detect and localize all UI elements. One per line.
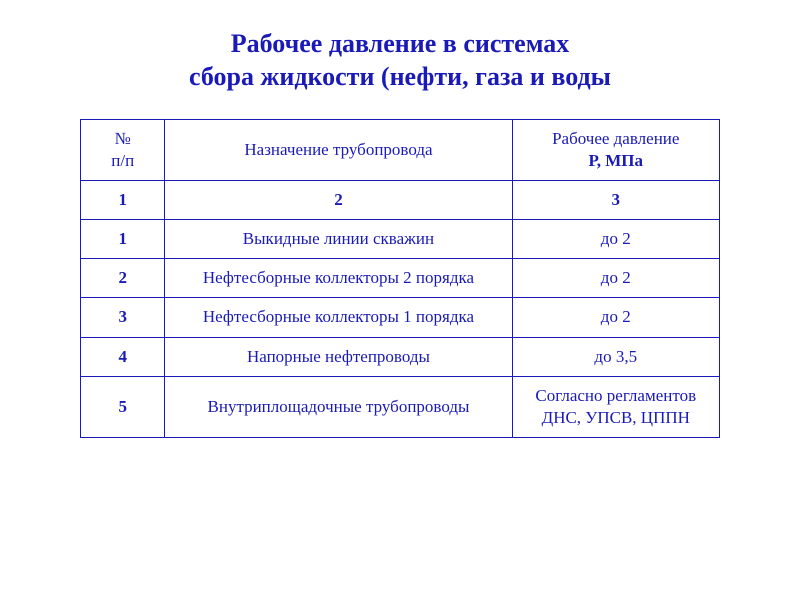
title-line-2: сбора жидкости (нефти, газа и воды <box>189 62 611 91</box>
page: Рабочее давление в системах сбора жидкос… <box>0 0 800 600</box>
table-row: 1 Выкидные линии скважин до 2 <box>81 220 720 259</box>
header-col-number: № п/п <box>81 120 165 181</box>
header-press-l1: Рабочее давление <box>552 129 679 148</box>
title-line-1: Рабочее давление в системах <box>231 29 570 58</box>
subheader-2: 2 <box>165 181 512 220</box>
row-num: 1 <box>81 220 165 259</box>
row-name: Нефтесборные коллекторы 2 порядка <box>165 259 512 298</box>
row-pressure: до 2 <box>512 298 720 337</box>
header-num-l1: № <box>115 129 131 148</box>
row-num: 4 <box>81 337 165 376</box>
row-pressure: Согласно регламентов ДНС, УПСВ, ЦППН <box>512 376 720 437</box>
header-col-pressure: Рабочее давление Р, МПа <box>512 120 720 181</box>
subheader-1: 1 <box>81 181 165 220</box>
row-name: Выкидные линии скважин <box>165 220 512 259</box>
row-pressure: до 3,5 <box>512 337 720 376</box>
header-press-l2: Р, МПа <box>588 151 643 170</box>
row-name: Нефтесборные коллекторы 1 порядка <box>165 298 512 337</box>
table-row: 5 Внутриплощадочные трубопроводы Согласн… <box>81 376 720 437</box>
table-row: 4 Напорные нефтепроводы до 3,5 <box>81 337 720 376</box>
pressure-table: № п/п Назначение трубопровода Рабочее да… <box>80 119 720 438</box>
row-name: Напорные нефтепроводы <box>165 337 512 376</box>
row-pressure: до 2 <box>512 220 720 259</box>
table-row: 3 Нефтесборные коллекторы 1 порядка до 2 <box>81 298 720 337</box>
table-row: 2 Нефтесборные коллекторы 2 порядка до 2 <box>81 259 720 298</box>
row-name: Внутриплощадочные трубопроводы <box>165 376 512 437</box>
header-col-name: Назначение трубопровода <box>165 120 512 181</box>
header-num-l2: п/п <box>111 151 134 170</box>
row-num: 3 <box>81 298 165 337</box>
row-pressure: до 2 <box>512 259 720 298</box>
row-num: 5 <box>81 376 165 437</box>
subheader-3: 3 <box>512 181 720 220</box>
row-num: 2 <box>81 259 165 298</box>
table-subheader-row: 1 2 3 <box>81 181 720 220</box>
page-title: Рабочее давление в системах сбора жидкос… <box>40 28 760 93</box>
table-header-row: № п/п Назначение трубопровода Рабочее да… <box>81 120 720 181</box>
